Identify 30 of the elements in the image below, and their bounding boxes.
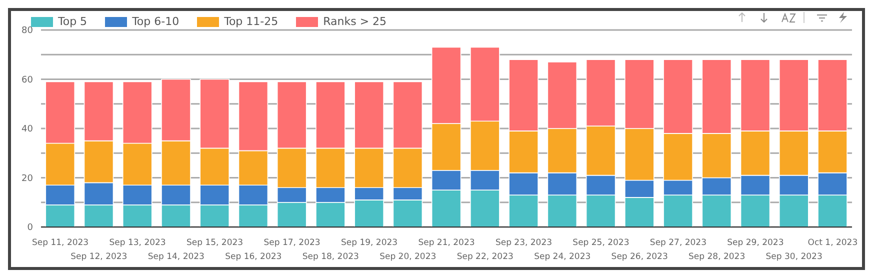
legend-label: Top 5 xyxy=(57,15,88,28)
y-tick-label: 40 xyxy=(22,124,34,135)
legend-label: Ranks > 25 xyxy=(322,15,387,28)
x-tick-label: Sep 26, 2023 xyxy=(611,252,668,262)
x-tick-label: Sep 27, 2023 xyxy=(650,238,707,248)
x-tick-label: Sep 12, 2023 xyxy=(70,252,128,262)
x-tick-label: Sep 20, 2023 xyxy=(380,252,436,262)
legend-label: Top 6-10 xyxy=(131,15,180,28)
x-tick-label: Sep 29, 2023 xyxy=(727,238,784,248)
x-tick-label: Sep 30, 2023 xyxy=(766,252,822,262)
x-tick-label: Sep 11, 2023 xyxy=(32,238,89,248)
y-tick-label: 80 xyxy=(22,26,34,36)
x-tick-label: Sep 23, 2023 xyxy=(495,238,552,248)
x-tick-label: Sep 25, 2023 xyxy=(572,238,630,248)
x-tick-label: Sep 17, 2023 xyxy=(264,238,320,248)
x-tick-label: Oct 1, 2023 xyxy=(808,238,858,248)
x-tick-label: Sep 28, 2023 xyxy=(688,252,746,262)
legend-label: Top 11-25 xyxy=(223,15,278,28)
x-tick-label: Sep 13, 2023 xyxy=(109,238,166,248)
y-tick-label: 20 xyxy=(22,174,34,184)
x-tick-label: Sep 21, 2023 xyxy=(418,238,475,248)
x-tick-label: Sep 15, 2023 xyxy=(186,238,244,248)
x-tick-label: Sep 22, 2023 xyxy=(456,252,514,262)
y-tick-label: 0 xyxy=(27,223,34,234)
x-tick-label: Sep 24, 2023 xyxy=(534,252,591,262)
x-tick-label: Sep 14, 2023 xyxy=(148,252,204,262)
x-tick-label: Sep 16, 2023 xyxy=(225,252,282,262)
x-tick-label: Sep 19, 2023 xyxy=(340,238,398,248)
y-tick-label: 60 xyxy=(22,75,34,86)
x-tick-label: Sep 18, 2023 xyxy=(302,252,359,262)
